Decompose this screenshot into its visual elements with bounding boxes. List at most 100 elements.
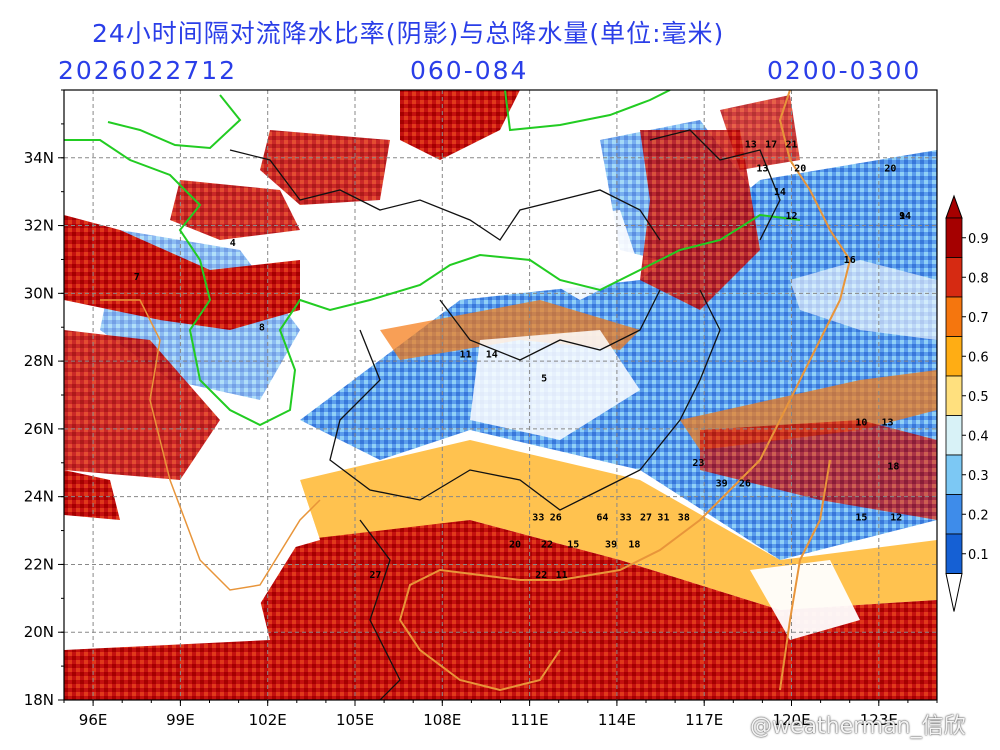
precip-value-label: 11 [556, 570, 568, 581]
precip-value-label: 12 [890, 512, 902, 523]
colorbar-top-arrow [945, 194, 963, 219]
precip-value-label: 18 [628, 540, 640, 551]
precip-value-label: 12 [785, 211, 797, 222]
x-tick-label: 96E [79, 711, 108, 729]
precip-value-label: 33 [620, 512, 632, 523]
precip-value-label: 14 [486, 350, 498, 361]
colorbar-segment [945, 533, 963, 574]
precip-value-label: 22 [541, 540, 553, 551]
black-province-line [359, 519, 401, 700]
x-tick-label: 102E [249, 711, 287, 729]
black-province-line [649, 129, 781, 241]
y-tick-label: 24N [24, 488, 54, 506]
precip-value-label: 15 [567, 540, 579, 551]
colorbar-segment [945, 375, 963, 416]
colorbar-label: 0.8 [968, 271, 989, 286]
precip-value-label: 13 [745, 140, 757, 151]
boundaries [64, 90, 852, 700]
precip-value-label: 4 [230, 238, 236, 249]
colorbar-segment [945, 494, 963, 535]
colorbar-label: 0.7 [968, 311, 989, 326]
precip-value-label: 5 [541, 373, 547, 384]
x-tick-label: 99E [166, 711, 195, 729]
precip-value-label: 17 [765, 140, 777, 151]
x-tick-label: 105E [336, 711, 374, 729]
colorbar: 0.9 0.8 0.7 0.6 0.5 0.4 0.3 0.2 0.1 [945, 194, 989, 612]
colorbar-label: 0.4 [968, 429, 989, 444]
x-tick-label: 117E [685, 711, 723, 729]
x-tick-label: 120E [772, 711, 810, 729]
latitude-axis: 34N 32N 30N 28N 26N 24N 22N 20N 18N [24, 89, 64, 709]
black-province-line [329, 289, 721, 511]
forecast-range: 060-084 [410, 56, 529, 85]
colorbar-label: 0.9 [968, 232, 989, 247]
precip-value-label: 23 [692, 458, 704, 469]
orange-coastline [398, 90, 852, 692]
precip-value-label: 22 [535, 570, 547, 581]
precip-value-label: 11 [460, 350, 472, 361]
y-tick-label: 18N [24, 691, 54, 709]
precip-value-label: 10 [855, 418, 867, 429]
precip-value-label: 14 [899, 211, 911, 222]
colorbar-label: 0.3 [968, 469, 989, 484]
precip-value-label: 18 [887, 462, 899, 473]
precip-value-label: 64 [596, 512, 608, 523]
y-tick-label: 28N [24, 352, 54, 370]
orange-coastline [100, 299, 321, 591]
x-tick-label: 114E [598, 711, 636, 729]
longitude-axis: 96E 99E 102E 105E 108E 111E 114E 117E 120E 123E [63, 700, 938, 729]
black-province-line [439, 289, 661, 361]
precip-value-label: 20 [509, 540, 521, 551]
precip-value-label: 26 [550, 512, 562, 523]
precip-value-label: 31 [657, 512, 669, 523]
y-tick-label: 32N [24, 217, 54, 235]
time-window: 0200-0300 [767, 56, 922, 85]
colorbar-segment [945, 257, 963, 298]
precip-value-label: 20 [794, 163, 806, 174]
black-province-line [229, 149, 661, 241]
date-code: 2026022712 [58, 56, 238, 85]
precipitation-shading [64, 90, 937, 700]
colorbar-segment [945, 336, 963, 377]
precip-value-label: 13 [756, 163, 768, 174]
green-boundary-line [504, 90, 671, 132]
precip-value-label: 16 [844, 255, 856, 266]
precip-value-label: 39 [716, 479, 728, 490]
precip-value-label: 7 [134, 272, 140, 283]
y-tick-label: 30N [24, 284, 54, 302]
precip-value-label: 20 [884, 163, 896, 174]
x-tick-label: 108E [423, 711, 461, 729]
green-boundary-line [107, 94, 242, 150]
watermark: @weatherman_信欣 [750, 714, 966, 739]
precip-value-label: 21 [785, 140, 797, 151]
colorbar-label: 0.6 [968, 350, 989, 365]
precip-value-label: 33 [532, 512, 544, 523]
precipitation-value-labels: 13 17 21 13 20 14 12 16 8 11 14 5 23 39 26 33 26 64 33 27 31… [134, 140, 911, 581]
colorbar-segment [945, 454, 963, 495]
precip-value-label: 15 [855, 512, 867, 523]
x-tick-label: 111E [511, 711, 549, 729]
precip-value-label: 13 [882, 418, 894, 429]
orange-coastline [779, 459, 831, 691]
precip-value-label: 27 [640, 512, 652, 523]
colorbar-segment [945, 296, 963, 337]
precip-value-label: 26 [739, 479, 751, 490]
colorbar-segment [945, 415, 963, 456]
precip-value-label: 38 [678, 512, 690, 523]
colorbar-label: 0.5 [968, 390, 989, 405]
y-tick-label: 26N [24, 420, 54, 438]
green-boundary-line [64, 139, 801, 427]
colorbar-label: 0.2 [968, 508, 989, 523]
y-tick-label: 22N [24, 555, 54, 573]
precip-value-label: 27 [369, 570, 381, 581]
colorbar-label: 0.1 [968, 548, 989, 563]
map-title: 24小时间隔对流降水比率(阴影)与总降水量(单位:毫米) [92, 19, 725, 48]
y-tick-label: 20N [24, 623, 54, 641]
colorbar-bottom-arrow [945, 573, 963, 612]
precip-value-label: 14 [774, 187, 786, 198]
x-tick-label: 123E [860, 711, 898, 729]
colorbar-segment [945, 217, 963, 258]
precip-value-label: 39 [605, 540, 617, 551]
y-tick-label: 34N [24, 149, 54, 167]
